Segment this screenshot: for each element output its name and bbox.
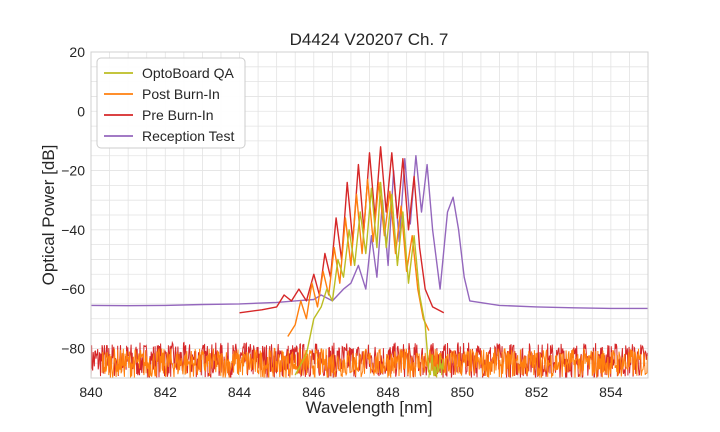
series-line-optoboard-qa (294, 181, 430, 376)
y-tick-label: −80 (61, 340, 85, 356)
legend-box (96, 57, 246, 149)
plot-border (90, 51, 649, 379)
x-axis-label: Wavelength [nm] (306, 398, 433, 417)
y-tick-label: −20 (61, 163, 85, 179)
x-tick-label: 840 (79, 384, 103, 400)
y-tick-label: −40 (61, 222, 85, 238)
series-layer (91, 146, 648, 378)
x-tick-label: 848 (376, 384, 400, 400)
legend-label-reception-test: Reception Test (142, 128, 234, 144)
legend-label-pre-burn-in: Pre Burn-In (142, 107, 214, 123)
x-tick-label: 850 (451, 384, 475, 400)
noise-floor-post-burn-in (101, 347, 648, 378)
x-tick-label: 842 (154, 384, 178, 400)
y-axis-label: Optical Power [dB] (39, 145, 58, 286)
x-tick-label: 852 (525, 384, 549, 400)
x-tick-labels: 840 842 844 846 848 850 852 854 (79, 384, 622, 400)
y-tick-label: −60 (61, 281, 85, 297)
y-tick-label: 20 (69, 44, 85, 60)
legend-label-post-burn-in: Post Burn-In (142, 86, 220, 102)
legend-label-optoboard-qa: OptoBoard QA (142, 65, 234, 81)
y-tick-labels: 20 0 −20 −40 −60 −80 (61, 44, 85, 356)
y-tick-label: 0 (77, 103, 85, 119)
noise-floor-optoboard-qa (428, 354, 444, 378)
legend: OptoBoard QA Post Burn-In Pre Burn-In Recep… (96, 57, 246, 149)
x-tick-label: 846 (302, 384, 326, 400)
x-tick-label: 844 (228, 384, 252, 400)
x-tick-label: 854 (599, 384, 623, 400)
chart-title: D4424 V20207 Ch. 7 (290, 30, 449, 49)
